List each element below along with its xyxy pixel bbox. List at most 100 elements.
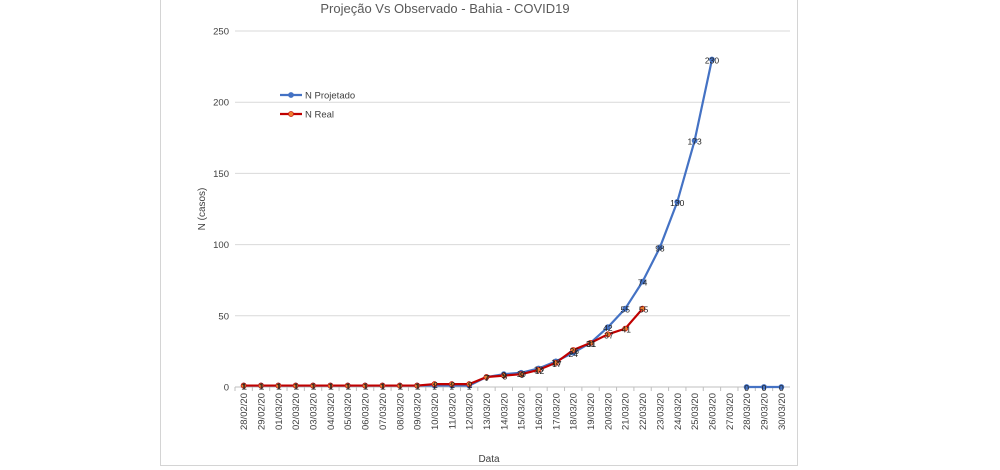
x-tick-label: 30/03/20 (777, 393, 788, 430)
x-tick-label: 03/03/20 (309, 393, 320, 430)
data-label: 13 (534, 364, 544, 374)
x-tick-label: 11/03/20 (447, 393, 458, 429)
x-tick-label: 01/03/20 (274, 393, 285, 430)
data-label: 10 (516, 369, 526, 379)
x-tick-label: 23/03/20 (655, 393, 666, 430)
y-axis-ticks: 0 50 100 150 200 250 (213, 27, 229, 394)
legend-label: N Real (305, 110, 334, 121)
data-label: 1 (467, 382, 472, 392)
x-tick-label: 24/03/20 (673, 393, 684, 430)
data-point (778, 384, 785, 390)
data-label: 1 (259, 382, 264, 392)
x-tick-label: 28/03/20 (742, 393, 753, 430)
legend-marker (288, 92, 294, 98)
data-label: 26 (569, 346, 579, 356)
x-axis-ticks: 28/02/20 29/02/20 01/03/20 02/03/20 03/03/20… (234, 387, 788, 430)
data-label: 230 (705, 55, 719, 65)
data-point (362, 382, 368, 389)
data-label: 8 (502, 372, 507, 382)
x-tick-label: 06/03/20 (361, 393, 372, 430)
x-axis-label: Data (478, 454, 500, 465)
data-label: 1 (312, 382, 317, 392)
data-label: 9 (520, 370, 525, 380)
series-line-real (243, 307, 644, 387)
data-point (622, 305, 629, 312)
x-tick-label: 09/03/20 (413, 393, 424, 430)
data-label: 74 (638, 278, 648, 288)
x-tick-label: 26/03/20 (707, 393, 718, 430)
data-label: 98 (655, 243, 665, 253)
data-point (310, 382, 316, 389)
data-point (639, 305, 646, 312)
data-label: 1 (328, 382, 333, 392)
x-tick-label: 21/03/20 (621, 393, 632, 430)
data-label: 1 (293, 382, 298, 392)
x-tick-label: 28/02/20 (239, 393, 250, 430)
y-tick-label: 200 (213, 98, 229, 109)
x-tick-label: 20/03/20 (603, 393, 614, 430)
data-point (483, 374, 490, 380)
data-label: 1 (329, 382, 334, 392)
data-label: 1 (364, 382, 369, 392)
data-label: 1 (381, 382, 386, 392)
data-point (240, 382, 247, 389)
data-label: 0 (762, 383, 767, 393)
x-tick-label: 10/03/20 (430, 393, 441, 430)
data-label: 0 (779, 383, 784, 393)
x-tick-label: 18/03/20 (569, 393, 580, 430)
data-label: 9 (501, 370, 506, 380)
data-point (379, 382, 386, 389)
data-label: 7 (485, 373, 490, 383)
data-point (570, 347, 577, 353)
data-point (743, 384, 750, 390)
data-label: 1 (276, 382, 281, 392)
data-point (535, 367, 542, 373)
data-label: 7 (484, 373, 489, 383)
data-point (657, 244, 663, 251)
data-label: 2 (450, 380, 455, 390)
data-label: 2 (468, 380, 473, 390)
x-tick-label: 17/03/20 (551, 393, 562, 430)
x-tick-label: 22/03/20 (638, 393, 649, 430)
data-label: 130 (670, 198, 684, 208)
data-label: 55 (639, 305, 649, 315)
data-label: 1 (398, 382, 403, 392)
data-label: 0 (744, 383, 749, 393)
x-tick-label: 29/03/20 (759, 393, 770, 430)
y-tick-label: 50 (218, 311, 229, 322)
x-tick-label: 25/03/20 (690, 393, 701, 430)
data-label: 24 (568, 349, 578, 359)
chart-frame (160, 0, 798, 466)
data-label: 1 (345, 382, 350, 392)
y-tick-label: 250 (213, 27, 229, 38)
data-label: 1 (432, 382, 437, 392)
data-label: 12 (535, 366, 545, 376)
data-label: 1 (449, 382, 454, 392)
x-tick-label: 08/03/20 (395, 393, 406, 430)
gridlines (235, 30, 790, 388)
data-labels: 1 1 1 1 1 1 1 1 1 1 1 1 1 17 9 10 1318243142557498130173… (241, 55, 784, 393)
data-label: 1 (241, 382, 246, 392)
data-label: 41 (622, 325, 632, 335)
data-point (761, 384, 767, 390)
data-point (431, 381, 438, 388)
x-tick-label: 14/03/20 (499, 393, 510, 430)
data-label: 1 (415, 382, 420, 392)
data-point (466, 381, 473, 388)
data-point (518, 371, 525, 378)
x-tick-label: 12/03/20 (465, 393, 476, 430)
legend-marker (288, 111, 294, 117)
data-label: 1 (397, 382, 402, 392)
x-tick-label: 15/03/20 (517, 393, 528, 430)
data-point (587, 339, 594, 346)
x-tick-label: 13/03/20 (482, 393, 493, 430)
data-point (258, 382, 264, 389)
data-label: 1 (311, 382, 316, 392)
data-point (448, 381, 455, 388)
chart-title: Projeção Vs Observado - Bahia - COVID19 (320, 1, 569, 16)
data-point (709, 56, 715, 63)
x-tick-label: 27/03/20 (725, 393, 736, 430)
data-label: 1 (363, 382, 368, 392)
data-point (396, 382, 403, 389)
y-tick-label: 100 (213, 240, 229, 251)
